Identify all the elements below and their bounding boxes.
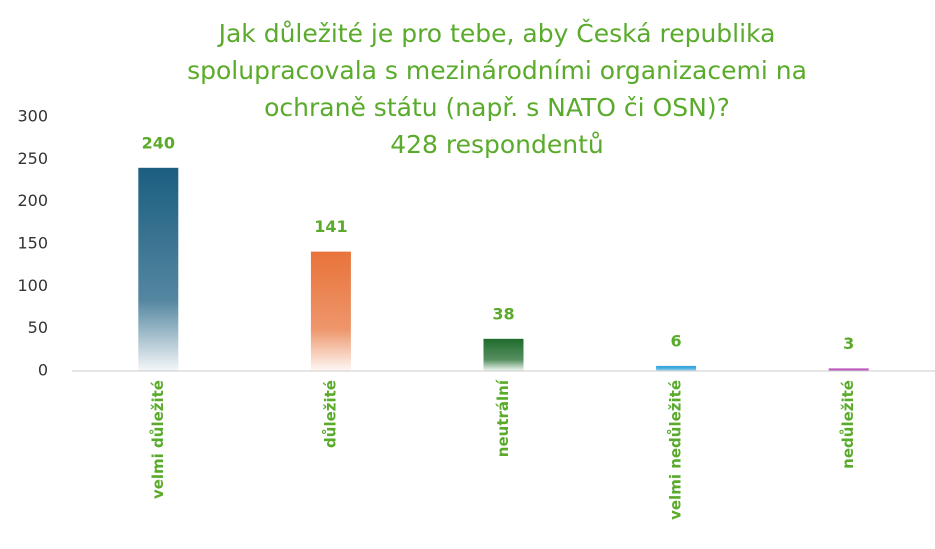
- y-tick-label: 250: [17, 149, 48, 168]
- x-tick-label: velmi důležité: [149, 380, 167, 499]
- chart-title: spolupracovala s mezinárodními organizac…: [187, 56, 807, 85]
- x-tick-label: nedůležité: [839, 380, 857, 469]
- chart-subtitle: 428 respondentů: [390, 130, 604, 159]
- data-label: 141: [314, 217, 347, 236]
- y-tick-label: 150: [17, 234, 48, 253]
- bar: [828, 368, 869, 371]
- y-tick-label: 100: [17, 276, 48, 295]
- x-tick-label: neutrální: [494, 379, 512, 457]
- bar: [483, 338, 524, 371]
- data-label: 38: [492, 304, 514, 323]
- data-label: 240: [142, 133, 175, 152]
- bar: [138, 167, 179, 371]
- chart-title: ochraně státu (např. s NATO či OSN)?: [264, 93, 730, 122]
- y-tick-label: 50: [28, 318, 48, 337]
- chart-title: Jak důležité je pro tebe, aby Česká repu…: [217, 18, 776, 48]
- bar: [310, 251, 351, 371]
- data-label: 3: [843, 334, 854, 353]
- y-tick-label: 0: [38, 361, 48, 380]
- y-tick-label: 200: [17, 191, 48, 210]
- x-tick-label: velmi nedůležité: [667, 380, 685, 520]
- y-tick-label: 300: [17, 107, 48, 126]
- data-label: 6: [671, 331, 682, 350]
- bar: [656, 365, 697, 371]
- x-tick-label: důležité: [321, 380, 339, 448]
